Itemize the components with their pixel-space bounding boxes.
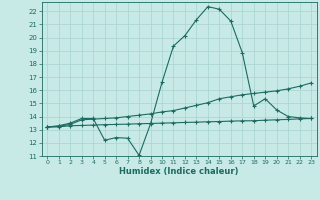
X-axis label: Humidex (Indice chaleur): Humidex (Indice chaleur)	[119, 167, 239, 176]
